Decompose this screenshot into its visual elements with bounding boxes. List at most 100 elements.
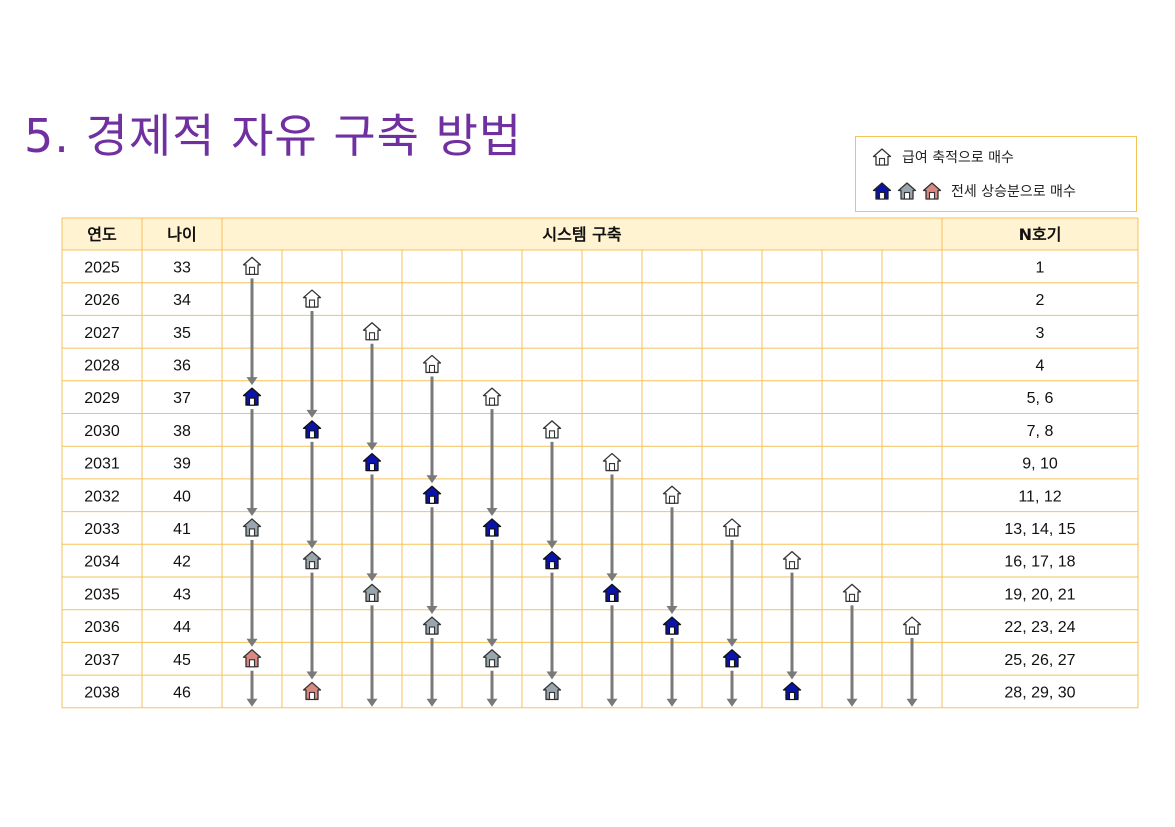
timeline-arrowhead	[366, 698, 378, 707]
blue-house-icon	[602, 583, 622, 602]
header-system: 시스템 구축	[542, 225, 621, 244]
cell-year: 2027	[84, 325, 120, 342]
cell-age: 33	[173, 259, 191, 276]
timeline-arrowhead	[666, 698, 678, 707]
legend-jeonse: 전세 상승분으로 매수	[872, 181, 1076, 201]
timeline-arrowhead	[726, 638, 738, 647]
timeline-arrowhead	[546, 671, 558, 680]
white-house-icon	[482, 387, 502, 406]
header-year: 연도	[87, 225, 117, 244]
blue-house-icon	[872, 182, 892, 200]
cell-year: 2025	[84, 259, 120, 276]
blue-house-icon	[722, 649, 742, 668]
cell-nth: 28, 29, 30	[1004, 684, 1075, 701]
cell-year: 2033	[84, 521, 120, 538]
cell-age: 36	[173, 357, 191, 374]
cell-nth: 11, 12	[1018, 488, 1061, 505]
cell-age: 43	[173, 586, 191, 603]
cell-age: 40	[173, 488, 191, 505]
white-house-icon	[422, 354, 442, 374]
blue-house-icon	[482, 518, 502, 537]
cell-age: 34	[173, 292, 191, 309]
gray-house-icon	[542, 681, 562, 701]
white-house-icon	[602, 452, 622, 472]
gray-house-icon	[362, 583, 382, 602]
white-house-icon	[902, 616, 922, 635]
cell-age: 41	[173, 521, 191, 538]
cell-age: 45	[173, 652, 191, 669]
pink-house-icon	[302, 681, 322, 701]
cell-year: 2031	[84, 456, 120, 473]
cell-year: 2035	[84, 586, 120, 603]
cell-nth: 5, 6	[1027, 390, 1054, 407]
timeline-arrowhead	[246, 698, 258, 707]
cell-nth: 7, 8	[1027, 423, 1054, 440]
cell-nth: 4	[1036, 357, 1045, 374]
gray-house-icon	[422, 616, 442, 635]
gray-house-icon	[242, 518, 262, 537]
white-house-icon	[662, 485, 682, 504]
page-title: 5. 경제적 자유 구축 방법	[24, 109, 523, 163]
cell-age: 39	[173, 456, 191, 473]
blue-house-icon	[662, 616, 682, 635]
blue-house-icon	[302, 420, 322, 439]
header-nth: N호기	[1019, 225, 1062, 244]
timeline-arrowhead	[366, 573, 378, 582]
timeline-arrowhead	[306, 671, 318, 680]
white-house-icon	[302, 289, 322, 308]
gray-house-icon	[482, 649, 502, 668]
legend-jeonse-label: 전세 상승분으로 매수	[951, 184, 1076, 200]
timeline-arrowhead	[606, 698, 618, 707]
cell-year: 2036	[84, 619, 120, 636]
cell-nth: 9, 10	[1022, 456, 1058, 473]
legend-salary: 급여 축적으로 매수	[872, 147, 1014, 167]
table-header-bg	[62, 218, 1138, 250]
cell-age: 37	[173, 390, 191, 407]
cell-nth: 25, 26, 27	[1004, 652, 1075, 669]
white-house-icon	[362, 322, 382, 341]
legend-salary-label: 급여 축적으로 매수	[902, 150, 1014, 166]
timeline-arrowhead	[666, 606, 678, 615]
cell-nth: 16, 17, 18	[1004, 554, 1075, 571]
cell-nth: 3	[1036, 325, 1045, 342]
timeline-arrowhead	[606, 573, 618, 582]
cell-age: 46	[173, 684, 191, 701]
white-house-icon	[722, 518, 742, 537]
cell-year: 2038	[84, 684, 120, 701]
cell-year: 2030	[84, 423, 120, 440]
white-house-icon	[242, 256, 262, 276]
cell-year: 2037	[84, 652, 120, 669]
cell-age: 38	[173, 423, 191, 440]
white-house-icon	[782, 551, 802, 570]
blue-house-icon	[422, 485, 442, 504]
timeline-arrowhead	[306, 540, 318, 549]
cell-year: 2028	[84, 357, 120, 374]
cell-year: 2032	[84, 488, 120, 505]
cell-age: 35	[173, 325, 191, 342]
timeline-arrowhead	[366, 442, 378, 451]
white-house-icon	[872, 148, 892, 166]
cell-year: 2029	[84, 390, 120, 407]
blue-house-icon	[362, 452, 382, 472]
timeline-arrowhead	[486, 638, 498, 647]
timeline-arrowhead	[486, 698, 498, 707]
cell-age: 44	[173, 619, 191, 636]
legend-box: 급여 축적으로 매수 전세 상승분으로 매수	[855, 136, 1137, 212]
cell-nth: 13, 14, 15	[1004, 521, 1075, 538]
timeline-arrowhead	[426, 698, 438, 707]
timeline-arrowhead	[426, 475, 438, 484]
cell-nth: 2	[1036, 292, 1045, 309]
header-age: 나이	[167, 225, 196, 244]
cell-age: 42	[173, 554, 191, 571]
timeline-arrowhead	[306, 409, 318, 418]
cell-year: 2034	[84, 554, 120, 571]
cell-nth: 22, 23, 24	[1004, 619, 1075, 636]
gray-house-icon	[897, 182, 917, 200]
pink-house-icon	[242, 649, 262, 668]
timeline-arrowhead	[246, 377, 258, 386]
timeline-arrowhead	[726, 698, 738, 707]
timeline-arrowhead	[246, 507, 258, 516]
cell-year: 2026	[84, 292, 120, 309]
gray-house-icon	[302, 551, 322, 570]
